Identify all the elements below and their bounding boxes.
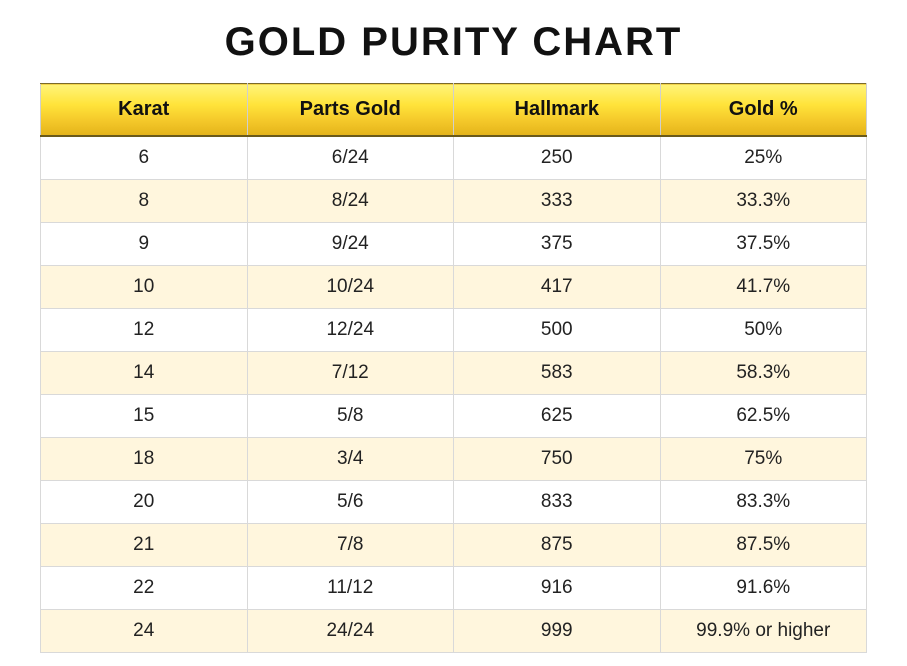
table-cell: 7/12 [247, 352, 454, 395]
table-cell: 15 [41, 395, 248, 438]
table-row: 66/2425025% [41, 136, 867, 180]
table-cell: 10 [41, 266, 248, 309]
table-header-row: Karat Parts Gold Hallmark Gold % [41, 84, 867, 137]
table-cell: 833 [454, 481, 661, 524]
table-row: 155/862562.5% [41, 395, 867, 438]
table-row: 2424/2499999.9% or higher [41, 610, 867, 653]
table-cell: 87.5% [660, 524, 867, 567]
col-header-karat: Karat [41, 84, 248, 137]
page-title: GOLD PURITY CHART [40, 20, 867, 65]
table-cell: 10/24 [247, 266, 454, 309]
table-cell: 3/4 [247, 438, 454, 481]
table-cell: 21 [41, 524, 248, 567]
table-cell: 83.3% [660, 481, 867, 524]
table-row: 183/475075% [41, 438, 867, 481]
table-cell: 12 [41, 309, 248, 352]
gold-purity-table: Karat Parts Gold Hallmark Gold % 66/2425… [40, 83, 867, 653]
table-cell: 18 [41, 438, 248, 481]
table-cell: 250 [454, 136, 661, 180]
table-cell: 37.5% [660, 223, 867, 266]
col-header-parts-gold: Parts Gold [247, 84, 454, 137]
table-cell: 5/8 [247, 395, 454, 438]
table-cell: 24/24 [247, 610, 454, 653]
table-row: 205/683383.3% [41, 481, 867, 524]
table-row: 88/2433333.3% [41, 180, 867, 223]
table-row: 147/1258358.3% [41, 352, 867, 395]
table-row: 99/2437537.5% [41, 223, 867, 266]
table-cell: 41.7% [660, 266, 867, 309]
table-cell: 7/8 [247, 524, 454, 567]
table-cell: 5/6 [247, 481, 454, 524]
table-row: 2211/1291691.6% [41, 567, 867, 610]
table-cell: 25% [660, 136, 867, 180]
col-header-gold-pct: Gold % [660, 84, 867, 137]
table-cell: 50% [660, 309, 867, 352]
table-row: 1010/2441741.7% [41, 266, 867, 309]
table-cell: 58.3% [660, 352, 867, 395]
table-cell: 875 [454, 524, 661, 567]
table-cell: 20 [41, 481, 248, 524]
table-row: 1212/2450050% [41, 309, 867, 352]
table-cell: 9/24 [247, 223, 454, 266]
table-cell: 333 [454, 180, 661, 223]
table-cell: 417 [454, 266, 661, 309]
table-cell: 12/24 [247, 309, 454, 352]
table-cell: 24 [41, 610, 248, 653]
table-cell: 583 [454, 352, 661, 395]
table-cell: 750 [454, 438, 661, 481]
table-cell: 11/12 [247, 567, 454, 610]
table-cell: 8 [41, 180, 248, 223]
table-cell: 22 [41, 567, 248, 610]
table-cell: 999 [454, 610, 661, 653]
table-cell: 625 [454, 395, 661, 438]
table-cell: 375 [454, 223, 661, 266]
table-cell: 6 [41, 136, 248, 180]
col-header-hallmark: Hallmark [454, 84, 661, 137]
table-cell: 99.9% or higher [660, 610, 867, 653]
table-row: 217/887587.5% [41, 524, 867, 567]
table-cell: 9 [41, 223, 248, 266]
table-cell: 91.6% [660, 567, 867, 610]
table-cell: 33.3% [660, 180, 867, 223]
table-cell: 14 [41, 352, 248, 395]
table-cell: 8/24 [247, 180, 454, 223]
table-cell: 62.5% [660, 395, 867, 438]
table-cell: 500 [454, 309, 661, 352]
table-cell: 916 [454, 567, 661, 610]
table-cell: 75% [660, 438, 867, 481]
table-cell: 6/24 [247, 136, 454, 180]
